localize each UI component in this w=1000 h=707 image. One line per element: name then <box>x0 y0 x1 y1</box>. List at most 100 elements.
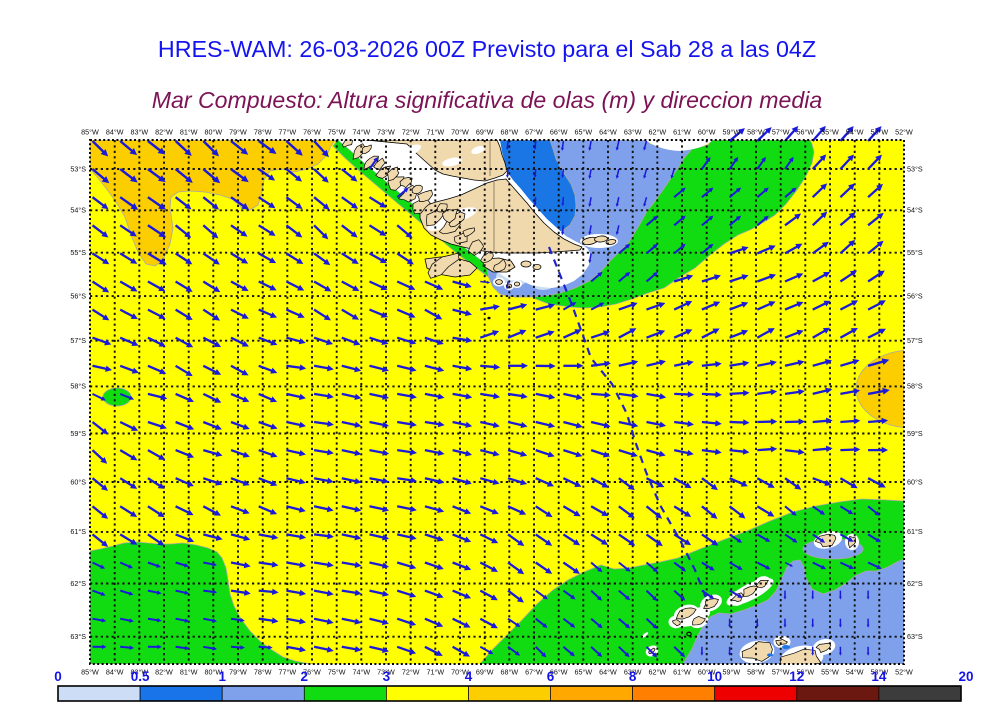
svg-text:57°S: 57°S <box>70 336 86 345</box>
svg-text:54°S: 54°S <box>70 206 86 215</box>
svg-text:62°S: 62°S <box>907 579 923 588</box>
svg-text:65°W: 65°W <box>574 668 592 677</box>
svg-text:59°W: 59°W <box>722 128 740 137</box>
svg-text:58°S: 58°S <box>70 382 86 391</box>
svg-text:63°S: 63°S <box>907 632 923 641</box>
svg-text:1: 1 <box>218 669 226 684</box>
svg-text:84°W: 84°W <box>106 128 124 137</box>
svg-text:63°W: 63°W <box>624 128 642 137</box>
svg-text:84°W: 84°W <box>106 668 124 677</box>
svg-text:76°W: 76°W <box>303 128 321 137</box>
svg-text:78°W: 78°W <box>254 668 272 677</box>
svg-text:54°W: 54°W <box>846 668 864 677</box>
svg-text:12: 12 <box>789 669 804 684</box>
svg-text:61°W: 61°W <box>673 668 691 677</box>
svg-text:56°W: 56°W <box>796 128 814 137</box>
svg-text:81°W: 81°W <box>180 128 198 137</box>
svg-text:4: 4 <box>465 669 473 684</box>
svg-text:77°W: 77°W <box>278 128 296 137</box>
svg-text:80°W: 80°W <box>204 668 222 677</box>
svg-text:Mar Compuesto: Altura signific: Mar Compuesto: Altura significativa de o… <box>152 87 823 113</box>
svg-text:56°S: 56°S <box>70 291 86 300</box>
svg-text:68°W: 68°W <box>500 668 518 677</box>
svg-text:6: 6 <box>547 669 555 684</box>
svg-text:58°S: 58°S <box>907 382 923 391</box>
svg-text:55°S: 55°S <box>70 248 86 257</box>
svg-text:53°W: 53°W <box>870 128 888 137</box>
svg-text:55°S: 55°S <box>907 248 923 257</box>
svg-text:77°W: 77°W <box>278 668 296 677</box>
svg-text:56°S: 56°S <box>907 291 923 300</box>
svg-text:71°W: 71°W <box>426 668 444 677</box>
svg-text:69°W: 69°W <box>476 128 494 137</box>
svg-text:61°S: 61°S <box>70 527 86 536</box>
svg-text:53°S: 53°S <box>70 164 86 173</box>
svg-text:64°W: 64°W <box>599 668 617 677</box>
svg-text:57°S: 57°S <box>907 336 923 345</box>
svg-text:58°W: 58°W <box>747 668 765 677</box>
svg-text:60°W: 60°W <box>698 668 716 677</box>
svg-text:68°W: 68°W <box>500 128 518 137</box>
svg-text:60°S: 60°S <box>907 477 923 486</box>
svg-text:72°W: 72°W <box>402 668 420 677</box>
svg-text:67°W: 67°W <box>525 668 543 677</box>
svg-text:67°W: 67°W <box>525 128 543 137</box>
svg-text:61°S: 61°S <box>907 527 923 536</box>
svg-text:71°W: 71°W <box>426 128 444 137</box>
svg-text:81°W: 81°W <box>180 668 198 677</box>
svg-text:74°W: 74°W <box>352 128 370 137</box>
svg-text:55°W: 55°W <box>821 128 839 137</box>
svg-text:73°W: 73°W <box>377 668 395 677</box>
svg-text:0: 0 <box>54 669 62 684</box>
svg-text:56°W: 56°W <box>796 668 814 677</box>
svg-text:58°W: 58°W <box>747 128 765 137</box>
svg-text:3: 3 <box>383 669 391 684</box>
svg-text:14: 14 <box>871 669 887 684</box>
svg-text:8: 8 <box>629 669 637 684</box>
svg-text:74°W: 74°W <box>352 668 370 677</box>
svg-text:80°W: 80°W <box>204 128 222 137</box>
svg-text:70°W: 70°W <box>451 668 469 677</box>
svg-text:59°S: 59°S <box>70 429 86 438</box>
svg-text:62°W: 62°W <box>648 668 666 677</box>
svg-text:79°W: 79°W <box>229 668 247 677</box>
svg-text:59°S: 59°S <box>907 429 923 438</box>
svg-text:82°W: 82°W <box>155 668 173 677</box>
svg-text:2: 2 <box>301 669 309 684</box>
svg-text:69°W: 69°W <box>476 668 494 677</box>
svg-text:63°W: 63°W <box>624 668 642 677</box>
svg-text:54°W: 54°W <box>846 128 864 137</box>
svg-text:54°S: 54°S <box>907 206 923 215</box>
svg-text:HRES-WAM: 26-03-2026 00Z Previ: HRES-WAM: 26-03-2026 00Z Previsto para e… <box>158 36 816 62</box>
svg-text:20: 20 <box>958 669 973 684</box>
svg-text:63°S: 63°S <box>70 632 86 641</box>
svg-text:76°W: 76°W <box>303 668 321 677</box>
svg-text:0.5: 0.5 <box>131 669 150 684</box>
svg-text:62°S: 62°S <box>70 579 86 588</box>
svg-text:85°W: 85°W <box>81 668 99 677</box>
svg-text:73°W: 73°W <box>377 128 395 137</box>
svg-text:64°W: 64°W <box>599 128 617 137</box>
svg-text:57°W: 57°W <box>772 128 790 137</box>
svg-text:65°W: 65°W <box>574 128 592 137</box>
svg-text:10: 10 <box>707 669 722 684</box>
svg-text:57°W: 57°W <box>772 668 790 677</box>
svg-text:60°W: 60°W <box>698 128 716 137</box>
svg-text:82°W: 82°W <box>155 128 173 137</box>
svg-text:75°W: 75°W <box>328 128 346 137</box>
svg-text:83°W: 83°W <box>130 128 148 137</box>
svg-text:55°W: 55°W <box>821 668 839 677</box>
svg-text:53°S: 53°S <box>907 164 923 173</box>
svg-text:83°W: 83°W <box>130 668 148 677</box>
svg-text:79°W: 79°W <box>229 128 247 137</box>
svg-text:66°W: 66°W <box>550 668 568 677</box>
svg-text:60°S: 60°S <box>70 477 86 486</box>
svg-text:53°W: 53°W <box>870 668 888 677</box>
svg-text:52°W: 52°W <box>895 668 913 677</box>
svg-text:75°W: 75°W <box>328 668 346 677</box>
svg-text:72°W: 72°W <box>402 128 420 137</box>
svg-text:78°W: 78°W <box>254 128 272 137</box>
svg-text:85°W: 85°W <box>81 128 99 137</box>
svg-text:70°W: 70°W <box>451 128 469 137</box>
svg-text:52°W: 52°W <box>895 128 913 137</box>
